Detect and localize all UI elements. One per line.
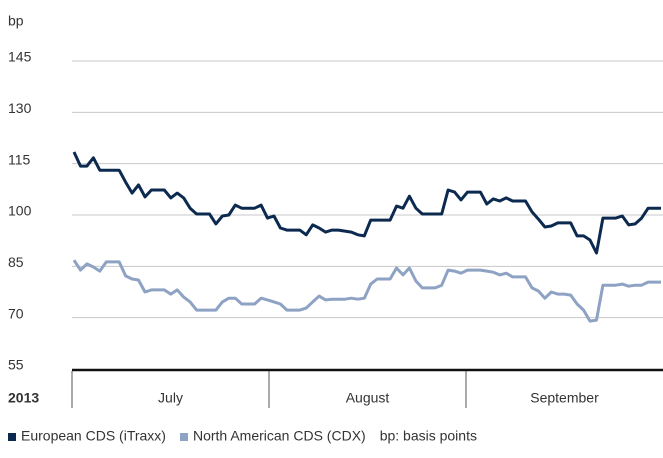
year-label: 2013 bbox=[8, 390, 39, 406]
month-label: July bbox=[158, 390, 183, 406]
legend-label: European CDS (iTraxx) bbox=[21, 428, 166, 444]
y-axis-label: bp bbox=[8, 13, 24, 29]
legend-label: North American CDS (CDX) bbox=[193, 428, 366, 444]
note: bp: basis points bbox=[380, 428, 477, 444]
series-line bbox=[72, 151, 661, 255]
y-tick-label: 145 bbox=[8, 49, 32, 65]
legend-swatch bbox=[179, 433, 188, 441]
y-tick-label: 130 bbox=[8, 100, 32, 116]
y-tick-label: 115 bbox=[8, 151, 31, 167]
series-line bbox=[72, 259, 661, 323]
y-tick-label: 70 bbox=[8, 305, 24, 321]
month-label: August bbox=[346, 390, 390, 406]
y-tick-label: 55 bbox=[8, 357, 24, 373]
y-tick-label: 100 bbox=[8, 203, 32, 219]
month-label: September bbox=[530, 390, 599, 406]
y-tick-label: 85 bbox=[8, 254, 24, 270]
legend-swatch bbox=[8, 433, 16, 441]
